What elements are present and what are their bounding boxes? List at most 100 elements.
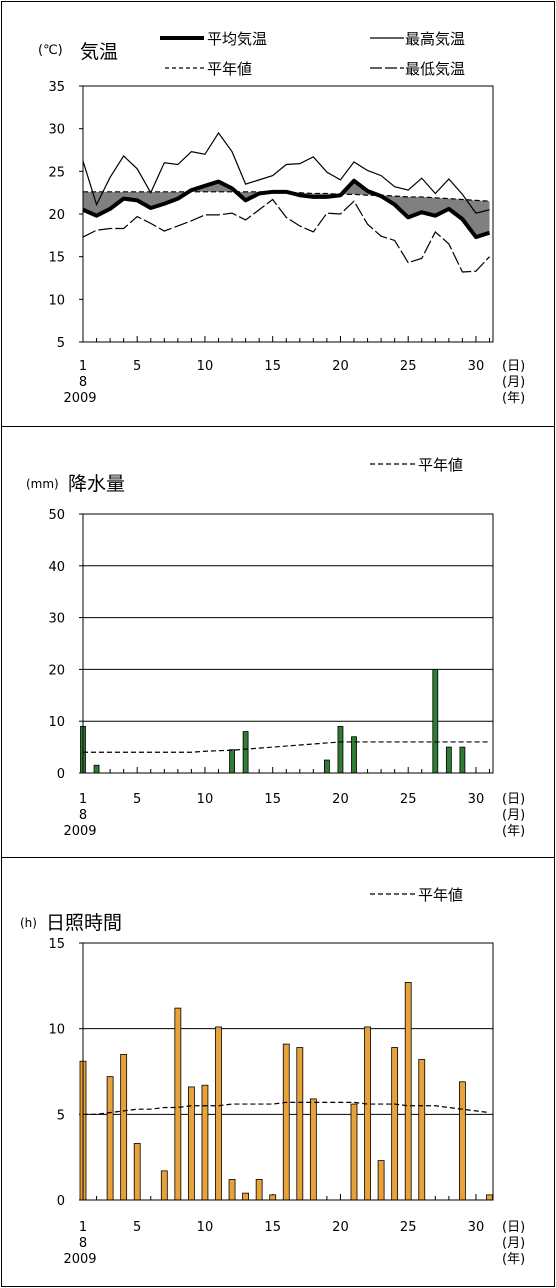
panel-frame-sun bbox=[1, 857, 555, 1287]
temp-avg-line bbox=[82, 178, 491, 240]
temp-xtick-label: 20 bbox=[332, 359, 349, 374]
temp-ytick-label: 30 bbox=[48, 123, 65, 138]
temp-anomaly-band bbox=[83, 180, 490, 238]
sun-xtick-label: 25 bbox=[400, 1220, 417, 1235]
precip-ytick-label: 10 bbox=[48, 715, 65, 730]
temp-unit-label: (℃) bbox=[38, 43, 63, 58]
temp-min-line bbox=[82, 198, 490, 273]
precip-month-label: 8 bbox=[79, 808, 87, 823]
sun-bar bbox=[418, 1059, 426, 1201]
sun-year-label: 2009 bbox=[63, 1252, 96, 1267]
precip-bar bbox=[323, 759, 330, 774]
sun-xtick-label: 30 bbox=[468, 1220, 485, 1235]
precip-ytick-label: 30 bbox=[48, 612, 65, 627]
sun-bar bbox=[391, 1047, 399, 1201]
precip-xtick-label: 30 bbox=[468, 792, 485, 807]
temp-ytick-label: 15 bbox=[48, 251, 65, 266]
precip-bar bbox=[242, 731, 249, 774]
sun-bar bbox=[187, 1086, 195, 1201]
temp-month-label: 8 bbox=[79, 375, 87, 390]
sun-bar bbox=[377, 1160, 385, 1201]
sun-xtick-label: 1 bbox=[79, 1220, 87, 1235]
legend-label-normal: 平年値 bbox=[207, 60, 252, 78]
temp-xtick-label: 5 bbox=[133, 359, 141, 374]
sun-bar bbox=[269, 1194, 277, 1201]
sun-normal-line bbox=[83, 1101, 490, 1115]
sun-bar bbox=[255, 1179, 263, 1201]
sun-bar bbox=[282, 1043, 290, 1201]
temp-year-unit: (年) bbox=[502, 391, 525, 406]
precip-bar bbox=[459, 746, 466, 774]
precip-bar bbox=[93, 764, 100, 774]
sun-bar bbox=[364, 1026, 371, 1201]
temp-day-unit: (日) bbox=[502, 359, 525, 374]
precip-unit-label: (mm) bbox=[26, 477, 59, 491]
sun-legend-label: 平年値 bbox=[418, 886, 463, 904]
sun-bar bbox=[228, 1179, 236, 1201]
sun-xtick-label: 5 bbox=[133, 1220, 141, 1235]
sun-bar bbox=[486, 1194, 493, 1201]
temp-xtick-label: 15 bbox=[264, 359, 281, 374]
precip-xtick-label: 1 bbox=[79, 792, 87, 807]
sun-bar bbox=[106, 1076, 114, 1201]
sun-bar bbox=[133, 1143, 141, 1201]
precip-xtick-label: 20 bbox=[332, 792, 349, 807]
temp-ytick-label: 5 bbox=[57, 336, 65, 351]
precip-title: 降水量 bbox=[68, 473, 125, 495]
precip-xtick-label: 5 bbox=[133, 792, 141, 807]
temp-year-label: 2009 bbox=[63, 391, 96, 406]
precip-xtick-label: 25 bbox=[400, 792, 417, 807]
precip-day-unit: (日) bbox=[502, 792, 525, 807]
sun-unit-label: (h) bbox=[20, 916, 37, 930]
precip-bar bbox=[337, 725, 344, 774]
temp-title: 気温 bbox=[80, 41, 118, 63]
sun-xtick-label: 10 bbox=[197, 1220, 214, 1235]
precip-plot-frame bbox=[82, 513, 494, 774]
precip-ytick-label: 50 bbox=[48, 508, 65, 523]
sun-month-unit: (月) bbox=[502, 1236, 525, 1251]
precip-month-unit: (月) bbox=[502, 808, 525, 823]
precip-ytick-label: 40 bbox=[48, 560, 65, 575]
sun-xtick-label: 15 bbox=[264, 1220, 281, 1235]
temp-month-unit: (月) bbox=[502, 375, 525, 390]
sun-month-label: 8 bbox=[79, 1236, 87, 1251]
legend-label-avg: 平均気温 bbox=[207, 30, 267, 48]
precip-ytick-label: 20 bbox=[48, 663, 65, 678]
sun-plot-frame bbox=[82, 942, 494, 1201]
sun-xtick-label: 20 bbox=[332, 1220, 349, 1235]
sun-bar bbox=[350, 1103, 358, 1201]
legend-label-min: 最低気温 bbox=[405, 60, 465, 78]
sun-ytick-label: 5 bbox=[57, 1108, 65, 1123]
sun-ytick-label: 10 bbox=[48, 1023, 65, 1038]
sun-bar bbox=[201, 1084, 209, 1201]
sun-bar bbox=[296, 1047, 304, 1201]
sun-bar bbox=[404, 982, 412, 1201]
precip-xtick-label: 15 bbox=[264, 792, 281, 807]
sun-ytick-label: 0 bbox=[57, 1194, 65, 1209]
precip-year-label: 2009 bbox=[63, 824, 96, 839]
sun-bar bbox=[458, 1081, 466, 1201]
temp-xtick-label: 25 bbox=[400, 359, 417, 374]
precip-legend-label: 平年値 bbox=[418, 456, 463, 474]
sun-title: 日照時間 bbox=[46, 912, 122, 934]
legend-label-max: 最高気温 bbox=[405, 30, 465, 48]
sun-bar bbox=[120, 1053, 128, 1201]
precip-normal-line bbox=[83, 741, 490, 753]
sun-bar bbox=[309, 1098, 317, 1201]
sun-year-unit: (年) bbox=[502, 1252, 525, 1267]
sun-bar bbox=[160, 1170, 168, 1201]
precip-ytick-label: 0 bbox=[57, 767, 65, 782]
temp-plot-frame bbox=[82, 85, 494, 343]
precip-xtick-label: 10 bbox=[197, 792, 214, 807]
precip-bar bbox=[445, 746, 452, 774]
precip-bar bbox=[432, 669, 439, 774]
temp-xtick-label: 1 bbox=[79, 359, 87, 374]
temp-ytick-label: 10 bbox=[48, 293, 65, 308]
temp-ytick-label: 20 bbox=[48, 208, 65, 223]
sun-bar bbox=[174, 1007, 182, 1201]
temp-xtick-label: 10 bbox=[197, 359, 214, 374]
precip-bar bbox=[229, 749, 235, 774]
sun-day-unit: (日) bbox=[502, 1220, 525, 1235]
